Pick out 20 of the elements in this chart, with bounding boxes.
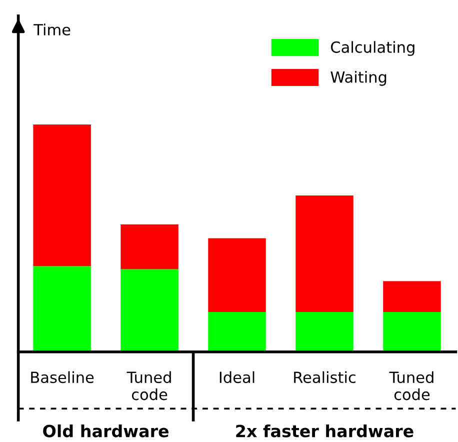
legend-label: Calculating bbox=[330, 41, 414, 56]
bar bbox=[33, 124, 91, 266]
x-tick-label: Ideal bbox=[220, 371, 254, 384]
bar bbox=[120, 224, 178, 270]
bar bbox=[208, 312, 266, 352]
bar bbox=[383, 281, 441, 312]
x-tick-label: Tuned code bbox=[126, 371, 171, 400]
bar bbox=[296, 195, 354, 312]
x-tick-label: Tuned code bbox=[389, 371, 434, 400]
bar bbox=[33, 266, 91, 352]
bar bbox=[208, 238, 266, 312]
bar bbox=[383, 312, 441, 352]
text: Time bbox=[34, 24, 70, 36]
text: 2x faster hardware bbox=[236, 424, 414, 438]
text: Old hardware bbox=[43, 424, 169, 438]
x-tick-label: Realistic bbox=[294, 371, 356, 384]
bar bbox=[296, 312, 354, 352]
x-tick-label: Baseline bbox=[31, 371, 94, 384]
legend-label: Waiting bbox=[330, 71, 386, 86]
bar bbox=[120, 269, 178, 352]
